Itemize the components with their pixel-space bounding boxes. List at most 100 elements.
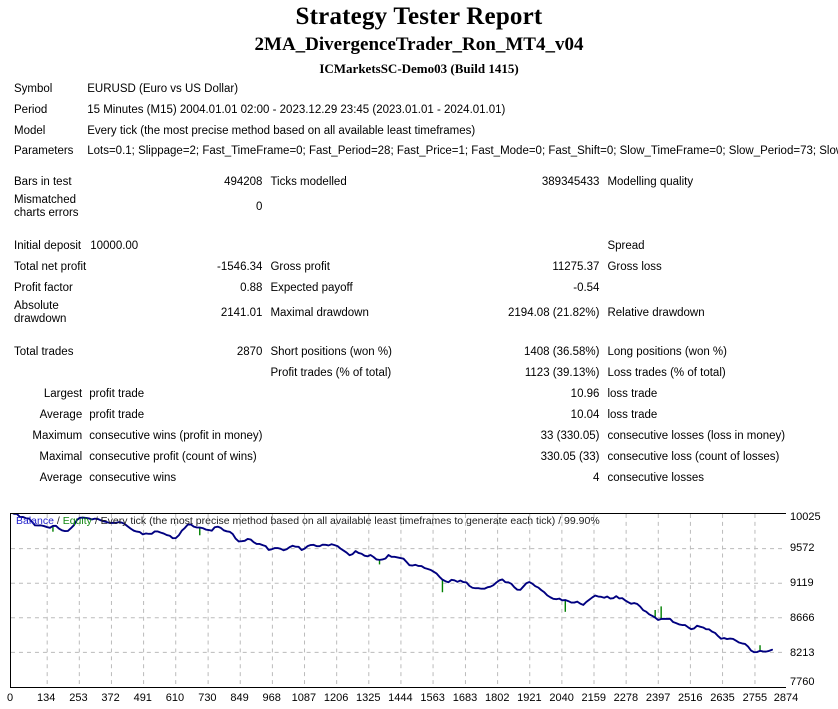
maximal-consecutive-loss-value: -235.99 (32) [793,446,838,467]
row-average-consecutive: Average consecutive wins 4 consecutive l… [8,467,838,488]
mismatched-errors-value: 0 [256,200,263,213]
spacer-2 [8,221,838,235]
total-net-profit-value: -1546.34 [217,260,263,273]
spread-label: Spread [607,239,645,252]
x-axis-tick: 2040 [549,692,574,704]
loss-trades-value: 1747 (60.87%) [793,362,838,383]
x-axis-tick: 2755 [742,692,768,704]
avg-consecutive-losses-label: consecutive losses [607,471,704,484]
long-positions-label: Long positions (won %) [607,345,727,358]
short-positions-value: 1408 (36.58%) [524,345,600,358]
y-axis-tick: 8213 [790,646,815,659]
x-axis-tick: 253 [69,692,88,704]
maximal-consecutive-loss-label: consecutive loss (count of losses) [607,450,780,463]
bars-in-test-value: 494208 [224,175,263,188]
symbol-label: Symbol [14,82,53,95]
row-period: Period 15 Minutes (M15) 2004.01.01 02:00… [8,99,838,120]
x-axis-tick: 1921 [517,692,542,704]
avg-consecutive-wins-label: consecutive wins [89,471,177,484]
maximum-label: Maximum [32,429,83,442]
chart-y-axis: 10025 9572 9119 8666 8213 7760 [790,511,836,689]
max-consecutive-wins-label: consecutive wins (profit in money) [89,429,263,442]
row-symbol: Symbol EURUSD (Euro vs US Dollar) [8,78,838,99]
maximal-consecutive-profit-value: 330.05 (33) [540,450,600,463]
gross-profit-value: 11275.37 [552,260,600,273]
average-label: Average [39,408,83,421]
average-loss-trade-value: -7.34 [793,404,838,425]
average-profit-trade-label: profit trade [89,408,145,421]
chart-legend: Balance / Equity / Every tick (the most … [16,515,600,528]
max-consecutive-wins-value: 33 (330.05) [540,429,600,442]
x-axis-tick: 1444 [388,692,413,704]
profit-trades-value: 1123 (39.13%) [524,366,600,379]
legend-separator: / [53,515,63,527]
x-axis-tick: 1563 [420,692,445,704]
equity-balance-chart[interactable]: Balance / Equity / Every tick (the most … [10,513,786,688]
x-axis-tick: 730 [198,692,217,704]
x-axis-tick: 1683 [452,692,478,704]
loss-trades-label: Loss trades (% of total) [607,366,726,379]
y-axis-tick: 10025 [790,511,821,523]
average-profit-trade-value: 10.04 [570,408,600,421]
row-largest: Largest profit trade 10.96 loss trade -9… [8,383,838,404]
row-maximal-consecutive: Maximal consecutive profit (count of win… [8,446,838,467]
largest-loss-trade-label: loss trade [607,387,658,400]
x-axis-tick: 2516 [678,692,703,704]
total-net-profit-label: Total net profit [14,260,87,273]
row-mismatched: Mismatched charts errors 0 [8,192,838,221]
largest-profit-trade-label: profit trade [89,387,145,400]
x-axis-tick: 134 [37,692,56,704]
average-loss-trade-label: loss trade [607,408,658,421]
row-maximum-consecutive: Maximum consecutive wins (profit in mone… [8,425,838,446]
x-axis-tick: 849 [230,692,249,704]
profit-factor-value: 0.88 [240,281,263,294]
x-axis-tick: 2874 [773,692,799,704]
row-profit-factor: Profit factor 0.88 Expected payoff -0.54 [8,277,838,298]
maximal-drawdown-value: 2194.08 (21.82%) [508,306,600,319]
server-name: ICMarketsSC-Demo03 (Build 1415) [319,61,519,76]
legend-description: / Every tick (the most precise method ba… [91,515,600,527]
average-consecutive-label: Average [39,471,83,484]
row-average: Average profit trade 10.04 loss trade -7… [8,404,838,425]
initial-deposit-value: 10000.00 [90,239,139,252]
x-axis-tick: 610 [165,692,185,704]
total-trades-label: Total trades [14,345,74,358]
modelling-quality-label: Modelling quality [607,175,694,188]
row-total-trades: Total trades 2870 Short positions (won %… [8,341,838,362]
x-axis-tick: 2159 [581,692,606,704]
parameters-value: Lots=0.1; Slippage=2; Fast_TimeFrame=0; … [87,145,838,157]
x-axis-tick: 1802 [484,692,510,704]
x-axis-tick: 372 [101,692,120,704]
max-consecutive-losses-label: consecutive losses (loss in money) [607,429,786,442]
mismatched-errors-label: Mismatched charts errors [14,193,79,219]
row-net-profit: Total net profit -1546.34 Gross profit 1… [8,256,838,277]
maximal-label: Maximal [39,450,83,463]
absolute-drawdown-label: Absolute drawdown [14,299,67,325]
avg-consecutive-losses-value: 6 [793,467,838,488]
ticks-modelled-label: Ticks modelled [270,175,347,188]
short-positions-label: Short positions (won %) [270,345,392,358]
modelling-quality-value: 99.90% [793,171,838,192]
spacer-1 [8,161,838,171]
expected-payoff-label: Expected payoff [270,281,353,294]
avg-consecutive-wins-value: 4 [593,471,600,484]
relative-drawdown-value: 21.82% (2194.08) [793,298,838,327]
row-deposit-spread: Initial deposit 10000.00 Spread 10 [8,235,838,256]
largest-loss-trade-value: -9.78 [793,383,838,404]
period-value: 15 Minutes (M15) 2004.01.01 02:00 - 2023… [87,103,506,116]
profit-trades-label: Profit trades (% of total) [270,366,392,379]
row-drawdown: Absolute drawdown 2141.01 Maximal drawdo… [8,298,838,327]
row-profit-loss-trades: Profit trades (% of total) 1123 (39.13%)… [8,362,838,383]
bars-in-test-label: Bars in test [14,175,72,188]
initial-deposit-label: Initial deposit [14,239,82,252]
largest-label: Largest [43,387,83,400]
x-axis-tick: 1087 [291,692,317,704]
x-axis-tick: 1325 [356,692,381,704]
gross-loss-value: -12821.71 [793,256,838,277]
expected-payoff-value: -0.54 [573,281,600,294]
model-label: Model [14,124,46,137]
x-axis-tick: 0 [6,692,14,704]
long-positions-value: 1462 (41.59%) [793,341,838,362]
x-axis-tick: 491 [133,692,152,704]
ticks-modelled-value: 389345433 [541,175,600,188]
